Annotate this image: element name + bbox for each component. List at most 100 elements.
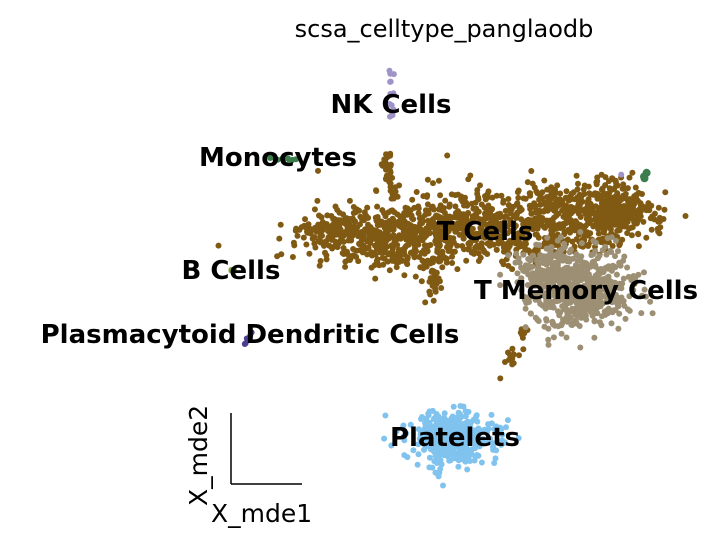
point-platelets [433, 427, 440, 434]
point-t-cells [616, 242, 623, 249]
point-t-cells [404, 256, 411, 263]
point-t-cells [401, 223, 408, 230]
point-platelets [415, 441, 422, 448]
point-t-memory-cells [548, 259, 555, 266]
point-t-cells [482, 213, 489, 220]
point-t-memory-cells [578, 240, 585, 247]
point-t-cells [392, 184, 399, 191]
point-nk-cells [390, 106, 397, 113]
point-platelets [503, 424, 509, 431]
point-t-cells [420, 247, 427, 254]
point-t-memory-cells [547, 304, 554, 311]
point-t-cells [554, 182, 561, 189]
point-t-cells [535, 213, 542, 220]
point-t-cells [376, 262, 383, 269]
point-t-cells [396, 234, 403, 241]
point-t-cells [316, 229, 323, 236]
point-t-cells [416, 223, 423, 230]
point-t-cells [454, 266, 461, 273]
point-t-cells [398, 247, 405, 254]
point-t-cells [615, 218, 622, 224]
point-t-cells [362, 226, 368, 233]
point-t-memory-cells [602, 287, 609, 294]
point-t-cells [404, 205, 411, 212]
point-t-cells [306, 250, 313, 257]
point-t-cells [340, 251, 347, 257]
point-t-cells [413, 189, 420, 195]
point-t-cells [312, 224, 319, 231]
point-t-memory-cells [613, 291, 619, 298]
point-t-memory-cells [554, 253, 560, 260]
point-t-cells [534, 190, 541, 197]
point-t-cells [449, 260, 456, 266]
point-t-cells [324, 212, 331, 219]
point-t-memory-cells [525, 262, 532, 269]
point-platelets [393, 428, 400, 435]
point-t-cells [456, 231, 463, 238]
point-t-cells [460, 211, 467, 218]
point-t-cells [438, 285, 445, 291]
point-t-memory-cells [560, 296, 567, 303]
point-t-cells [513, 214, 520, 221]
point-t-memory-cells [522, 324, 529, 331]
point-t-cells [430, 297, 437, 304]
point-platelets [490, 446, 497, 453]
point-t-cells [577, 214, 584, 220]
point-t-cells [335, 217, 341, 224]
point-t-memory-cells [505, 252, 512, 259]
point-t-cells [547, 238, 554, 245]
point-t-cells [344, 226, 351, 233]
point-t-cells [294, 232, 301, 239]
point-t-memory-cells [539, 273, 546, 280]
point-t-cells [651, 216, 658, 223]
point-t-cells [460, 235, 467, 242]
point-t-memory-cells [567, 295, 574, 302]
point-t-memory-cells [569, 320, 576, 327]
point-t-cells [450, 239, 457, 246]
point-t-cells [359, 249, 366, 256]
point-t-cells [425, 207, 432, 214]
point-t-memory-cells [588, 262, 595, 268]
point-t-memory-cells [556, 279, 563, 286]
point-t-memory-cells [591, 317, 598, 324]
point-platelets [460, 440, 467, 447]
point-t-memory-cells [515, 255, 522, 262]
point-t-cells [401, 272, 408, 279]
point-t-cells [330, 216, 337, 223]
point-t-cells [535, 234, 542, 241]
point-platelets [431, 448, 437, 455]
point-t-memory-cells [555, 271, 562, 278]
point-t-memory-cells [562, 301, 568, 308]
point-t-memory-cells [560, 269, 567, 276]
point-t-memory-cells [626, 307, 633, 314]
point-t-cells [444, 152, 451, 159]
point-t-memory-cells [580, 290, 587, 297]
point-t-cells [502, 207, 509, 214]
point-t-cells [405, 241, 412, 248]
point-t-memory-cells [578, 258, 585, 265]
point-t-cells [312, 244, 319, 251]
point-t-cells [654, 225, 661, 232]
point-platelets [475, 425, 482, 432]
point-t-cells [553, 212, 560, 219]
point-t-cells [589, 191, 596, 198]
point-t-cells [475, 250, 482, 257]
point-t-cells [508, 207, 514, 214]
point-t-cells [439, 264, 446, 271]
point-t-memory-cells [518, 287, 525, 294]
point-nk-cells [618, 171, 625, 178]
point-t-memory-cells [609, 299, 616, 306]
label-nk-cells: NK Cells [331, 90, 452, 120]
point-platelets [438, 417, 445, 424]
point-t-memory-cells [563, 334, 570, 341]
point-t-cells [573, 172, 580, 179]
point-t-memory-cells [641, 286, 648, 293]
point-platelets [434, 460, 440, 466]
point-t-memory-cells [514, 279, 521, 286]
point-t-cells [516, 352, 522, 359]
point-t-memory-cells [610, 307, 617, 314]
point-t-cells [467, 239, 474, 246]
point-t-cells [436, 238, 443, 245]
point-t-cells [528, 168, 535, 174]
point-t-memory-cells [647, 298, 654, 305]
